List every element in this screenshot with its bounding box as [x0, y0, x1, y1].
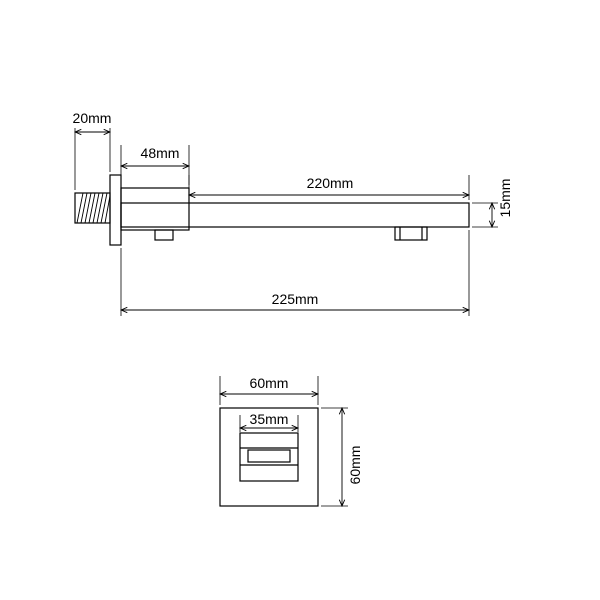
dim-20mm: 20mm: [73, 110, 112, 126]
dim-35mm: 35mm: [250, 411, 289, 427]
dim-225mm: 225mm: [272, 291, 319, 307]
dim-60mm-w: 60mm: [250, 375, 289, 391]
dim-220mm: 220mm: [307, 175, 354, 191]
dim-48mm: 48mm: [141, 145, 180, 161]
side-view: 20mm 48mm 220mm 15mm 225mm: [73, 110, 513, 316]
dim-60mm-h: 60mm: [347, 446, 363, 485]
inner-nub: [155, 230, 173, 240]
dim-15mm: 15mm: [497, 179, 513, 218]
mount-plate: [110, 175, 121, 245]
spout-front-outer: [240, 433, 298, 481]
front-view: 60mm 35mm 60mm: [220, 375, 363, 506]
hub-block: [121, 188, 189, 230]
spout-arm: [121, 203, 469, 227]
technical-drawing: 20mm 48mm 220mm 15mm 225mm: [0, 0, 600, 600]
thread-hatching: [77, 193, 110, 223]
